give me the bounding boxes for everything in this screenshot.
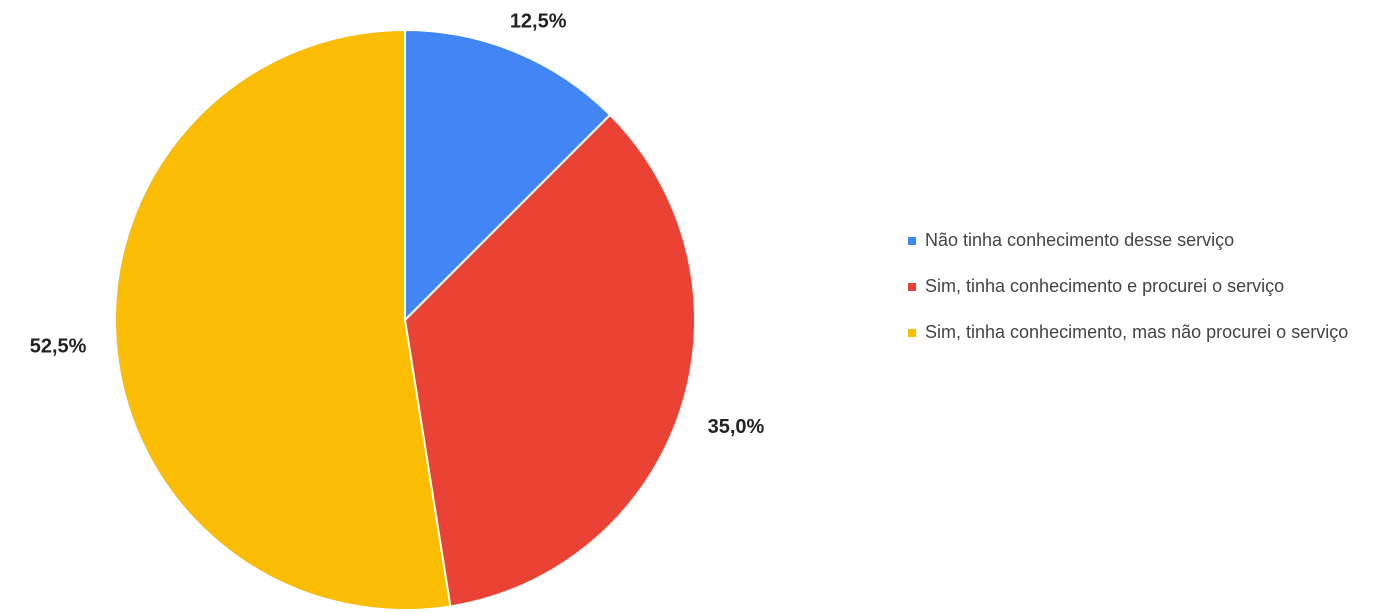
data-label: 35,0%	[708, 416, 765, 438]
legend-swatch	[908, 237, 916, 245]
pie-slice	[404, 28, 612, 323]
legend-label: Não tinha conhecimento desse serviço	[925, 230, 1235, 250]
legend-swatch	[908, 329, 916, 337]
pie-slice	[114, 28, 452, 611]
legend-label: Sim, tinha conhecimento e procurei o ser…	[925, 276, 1285, 296]
legend: Não tinha conhecimento desse serviço Sim,…	[908, 228, 1393, 366]
legend-swatch	[908, 283, 916, 291]
legend-item: Sim, tinha conhecimento e procurei o ser…	[908, 274, 1391, 298]
legend-item: Sim, tinha conhecimento, mas não procure…	[908, 320, 1391, 344]
pie-slice	[403, 113, 696, 608]
legend-label: Sim, tinha conhecimento, mas não procure…	[925, 322, 1349, 342]
data-label: 52,5%	[30, 336, 87, 358]
legend-item: Não tinha conhecimento desse serviço	[908, 228, 1391, 252]
data-label: 12,5%	[510, 10, 567, 32]
pie-area: 12,5% 35,0% 52,5%	[30, 10, 765, 611]
